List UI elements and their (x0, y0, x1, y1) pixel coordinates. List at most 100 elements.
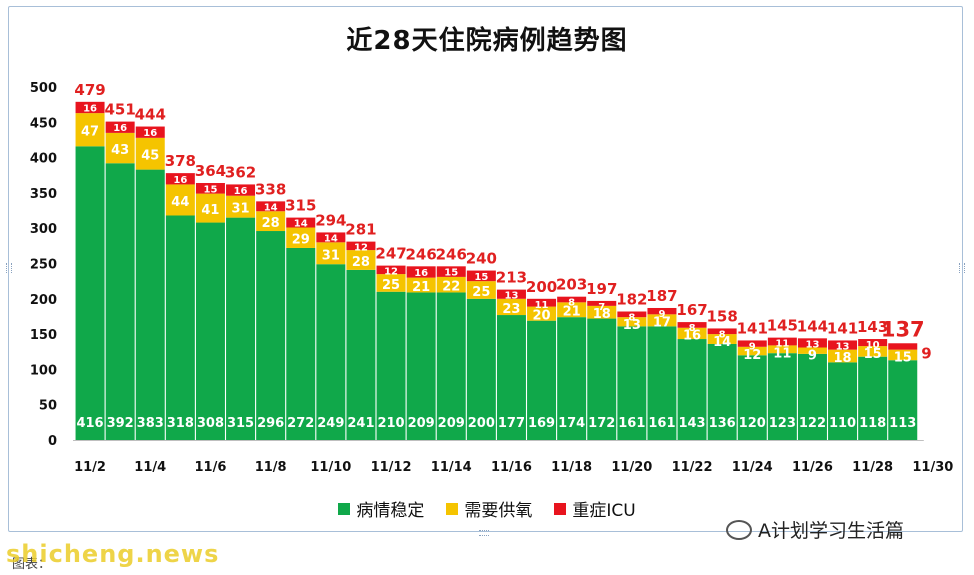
total-label-11-28: 143 (857, 318, 888, 336)
bar-icu-11-2 (75, 101, 105, 114)
total-label-11-4: 444 (135, 106, 166, 124)
total-label-11-7: 362 (225, 163, 256, 181)
bar-oxygen-11-12 (376, 274, 406, 292)
data-label-stable-11-27: 110 (829, 416, 856, 431)
stacked-bar-chart: 0 50 100 150 200 250 300 350 400 450 500 11/2 11/4 11… (30, 81, 953, 475)
bar-icu-11-12 (376, 265, 406, 275)
x-tick-label-11-6: 11/6 (195, 460, 227, 475)
x-tick-label-11-18: 11/18 (551, 460, 592, 475)
data-label-stable-11-29: 113 (889, 416, 916, 431)
bar-oxygen-11-20 (617, 317, 647, 327)
bar-stable-11-13 (406, 292, 436, 440)
data-label-oxygen-11-4: 45 (141, 149, 159, 164)
bar-icu-11-10 (316, 232, 346, 243)
bar-oxygen-11-8 (256, 211, 286, 232)
data-label-stable-11-7: 315 (227, 416, 254, 431)
bar-stable-11-23 (707, 343, 737, 440)
bar-icu-11-4 (135, 126, 165, 138)
bar-oxygen-11-3 (105, 132, 135, 164)
x-tick-label-11-28: 11/28 (852, 460, 893, 475)
data-label-icu-11-23: 8 (719, 329, 726, 340)
data-label-oxygen-11-29: 15 (894, 351, 912, 366)
source-note: 图表： (12, 557, 52, 572)
data-label-icu-11-13: 16 (414, 268, 428, 279)
bar-stable-11-27 (828, 362, 858, 440)
bar-icu-11-22 (677, 322, 707, 328)
wechat-account-tag: A计划学习生活篇 (726, 516, 904, 543)
total-label-11-20: 182 (616, 291, 647, 309)
data-label-icu-11-5: 16 (173, 175, 187, 186)
bar-stable-11-5 (165, 215, 195, 440)
y-tick-label-150: 150 (30, 328, 57, 343)
data-label-stable-11-15: 200 (468, 416, 495, 431)
bar-stable-11-20 (617, 326, 647, 440)
y-tick-label-250: 250 (30, 258, 57, 273)
bottom-resize-handle[interactable] (479, 530, 489, 536)
y-tick-label-350: 350 (30, 187, 57, 202)
bar-stable-11-4 (135, 169, 165, 441)
bar-stable-11-22 (677, 339, 707, 440)
data-label-oxygen-11-6: 41 (201, 203, 219, 218)
bar-icu-11-15 (466, 270, 496, 282)
data-label-icu-11-12: 12 (384, 267, 398, 278)
data-label-oxygen-11-15: 25 (472, 285, 490, 300)
bar-icu-11-24 (737, 340, 767, 347)
x-tick-label-11-20: 11/20 (611, 460, 652, 475)
data-label-oxygen-11-5: 44 (171, 195, 189, 210)
x-tick-label-11-16: 11/16 (491, 460, 532, 475)
data-label-stable-11-5: 318 (167, 416, 194, 431)
bar-stable-11-9 (286, 247, 316, 440)
left-resize-handle[interactable] (6, 263, 12, 273)
data-label-icu-11-20: 8 (628, 313, 635, 324)
bar-oxygen-11-2 (75, 113, 105, 147)
bar-oxygen-11-18 (557, 302, 587, 318)
legend-label-oxygen: 需要供氧 (464, 501, 533, 521)
bar-icu-11-9 (286, 217, 316, 228)
data-label-oxygen-11-11: 28 (352, 255, 370, 270)
bar-stable-11-16 (496, 315, 526, 440)
bar-stable-11-25 (767, 353, 797, 440)
bar-icu-11-7 (226, 184, 256, 196)
y-tick-label-400: 400 (30, 152, 57, 167)
data-label-oxygen-11-27: 18 (834, 351, 852, 366)
data-label-icu-11-29: 9 (921, 344, 931, 362)
bar-oxygen-11-23 (707, 334, 737, 344)
data-label-icu-11-25: 11 (775, 339, 789, 350)
bar-stable-11-14 (436, 292, 466, 440)
total-label-11-12: 247 (375, 245, 406, 263)
y-tick-label-200: 200 (30, 293, 57, 308)
bar-oxygen-11-14 (436, 276, 466, 293)
bar-icu-11-6 (195, 183, 225, 194)
right-resize-handle[interactable] (959, 263, 965, 273)
data-label-oxygen-11-24: 12 (743, 348, 761, 363)
y-tick-label-500: 500 (30, 81, 57, 96)
bar-oxygen-11-7 (226, 195, 256, 218)
data-label-icu-11-15: 15 (474, 272, 488, 283)
data-label-icu-11-21: 9 (658, 309, 665, 320)
bar-stable-11-24 (737, 355, 767, 440)
data-label-stable-11-14: 209 (438, 416, 465, 431)
data-label-oxygen-11-18: 21 (563, 305, 581, 320)
data-label-oxygen-11-28: 15 (864, 347, 882, 362)
bar-stable-11-2 (75, 146, 105, 440)
bar-stable-11-21 (647, 326, 677, 440)
data-label-icu-11-14: 15 (444, 268, 458, 279)
total-label-11-18: 203 (556, 276, 587, 294)
data-label-stable-11-25: 123 (769, 416, 796, 431)
bar-oxygen-11-26 (797, 347, 827, 354)
data-label-icu-11-17: 11 (535, 300, 549, 311)
bar-oxygen-11-4 (135, 137, 165, 170)
bar-icu-11-25 (767, 337, 797, 346)
total-label-11-11: 281 (345, 221, 376, 239)
bar-stable-11-26 (797, 353, 827, 440)
data-label-stable-11-2: 416 (76, 416, 103, 431)
bar-icu-11-13 (406, 266, 436, 278)
legend-item-oxygen: 需要供氧 (446, 496, 532, 521)
bar-icu-11-28 (858, 339, 888, 347)
total-label-11-25: 145 (767, 317, 798, 335)
data-label-icu-11-7: 16 (234, 186, 248, 197)
data-label-oxygen-11-12: 25 (382, 278, 400, 293)
x-tick-label-11-4: 11/4 (134, 460, 166, 475)
bar-oxygen-11-22 (677, 327, 707, 340)
data-label-stable-11-16: 177 (498, 416, 525, 431)
